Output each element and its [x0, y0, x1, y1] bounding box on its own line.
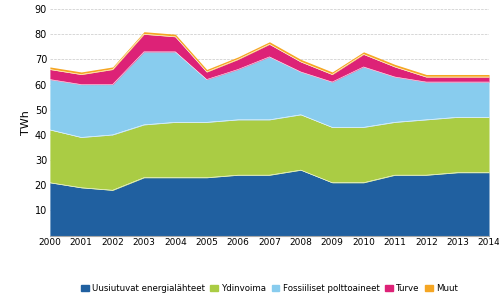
Y-axis label: TWh: TWh [20, 110, 30, 135]
Legend: Uusiutuvat energialähteet, Ydinvoima, Fossiiliset polttoaineet, Turve, Muut: Uusiutuvat energialähteet, Ydinvoima, Fo… [77, 281, 462, 297]
